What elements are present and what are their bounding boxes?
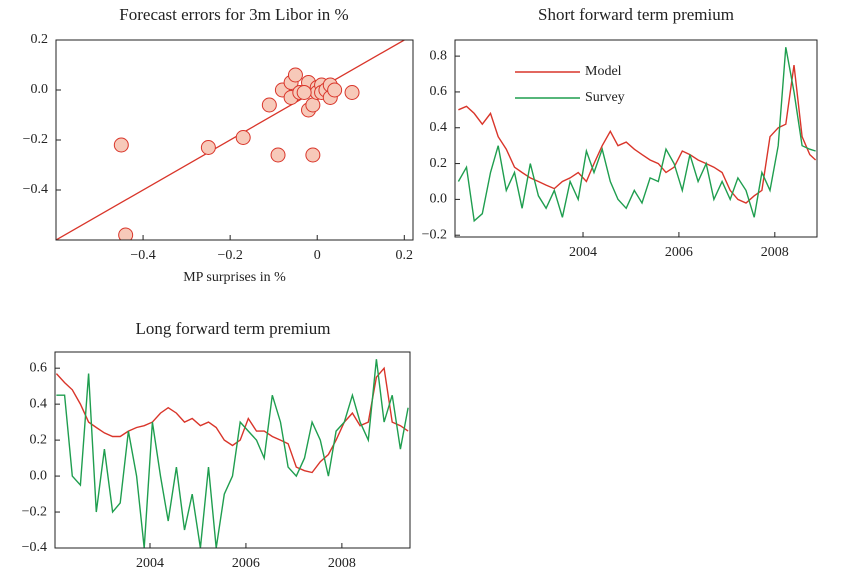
x-tick-label: 2006: [232, 556, 260, 571]
y-tick-label: 0.8: [430, 48, 448, 63]
x-tick-label: 2008: [761, 245, 789, 260]
x-axis-label: MP surprises in %: [183, 270, 286, 285]
series-line: [458, 65, 817, 204]
x-tick-label: 0.2: [396, 248, 414, 263]
panel-title: Long forward term premium: [136, 319, 331, 338]
y-tick-label: 0.0: [31, 82, 49, 97]
plot-area: [55, 359, 409, 548]
scatter-point: [287, 67, 303, 83]
x-tick-label: 2004: [569, 245, 597, 260]
series-line: [55, 366, 409, 474]
x-tick-label: −0.2: [217, 248, 242, 263]
plot-area: [56, 40, 405, 240]
plot-area: [457, 47, 817, 223]
y-tick-label: 0.4: [30, 396, 48, 411]
y-tick-label: −0.2: [23, 132, 48, 147]
x-tick-label: 2006: [665, 245, 693, 260]
fit-line: [56, 40, 405, 240]
panel-title: Short forward term premium: [538, 5, 734, 24]
scatter-point: [261, 97, 277, 113]
y-tick-label: −0.4: [23, 182, 48, 197]
panel-title: Forecast errors for 3m Libor in %: [119, 5, 348, 24]
y-tick-label: 0.2: [30, 432, 48, 447]
plot-frame: [55, 39, 414, 241]
y-tick-label: −0.2: [422, 227, 447, 242]
y-tick-label: 0.2: [31, 32, 49, 47]
panel: Long forward term premium 0.6 0.4 0.2 0.0 −0.…: [22, 319, 411, 571]
scatter-point: [200, 140, 216, 155]
y-tick-label: 0.0: [30, 468, 48, 483]
scatter-point: [305, 97, 321, 113]
x-tick-label: 2004: [136, 556, 164, 571]
scatter-point: [344, 85, 360, 100]
scatter-point: [296, 85, 312, 100]
plot-frame: [454, 39, 818, 238]
series-line: [56, 359, 409, 548]
legend-label: Survey: [585, 90, 625, 105]
scatter-point: [305, 147, 321, 163]
x-tick-label: 0: [314, 248, 321, 263]
scatter-point: [327, 82, 343, 98]
panel: Forecast errors for 3m Libor in % MP surp…: [23, 5, 414, 285]
y-tick-label: −0.2: [22, 504, 47, 519]
y-tick-label: 0.6: [430, 84, 448, 99]
y-tick-label: −0.4: [22, 540, 47, 555]
y-tick-label: 0.0: [430, 192, 448, 207]
scatter-point: [235, 130, 251, 145]
y-tick-label: 0.6: [30, 360, 48, 375]
scatter-point: [270, 147, 286, 163]
panel: Short forward term premium 0.8 0.6 0.4 0.2 0.…: [422, 5, 818, 260]
scatter-point: [113, 137, 129, 153]
plot-frame: [54, 351, 411, 549]
x-tick-label: 2008: [328, 556, 356, 571]
legend-label: Model: [585, 64, 622, 79]
series-line: [457, 47, 816, 223]
y-tick-label: 0.2: [430, 156, 448, 171]
y-tick-label: 0.4: [430, 120, 448, 135]
scatter-point: [118, 227, 134, 240]
x-tick-label: −0.4: [130, 248, 155, 263]
